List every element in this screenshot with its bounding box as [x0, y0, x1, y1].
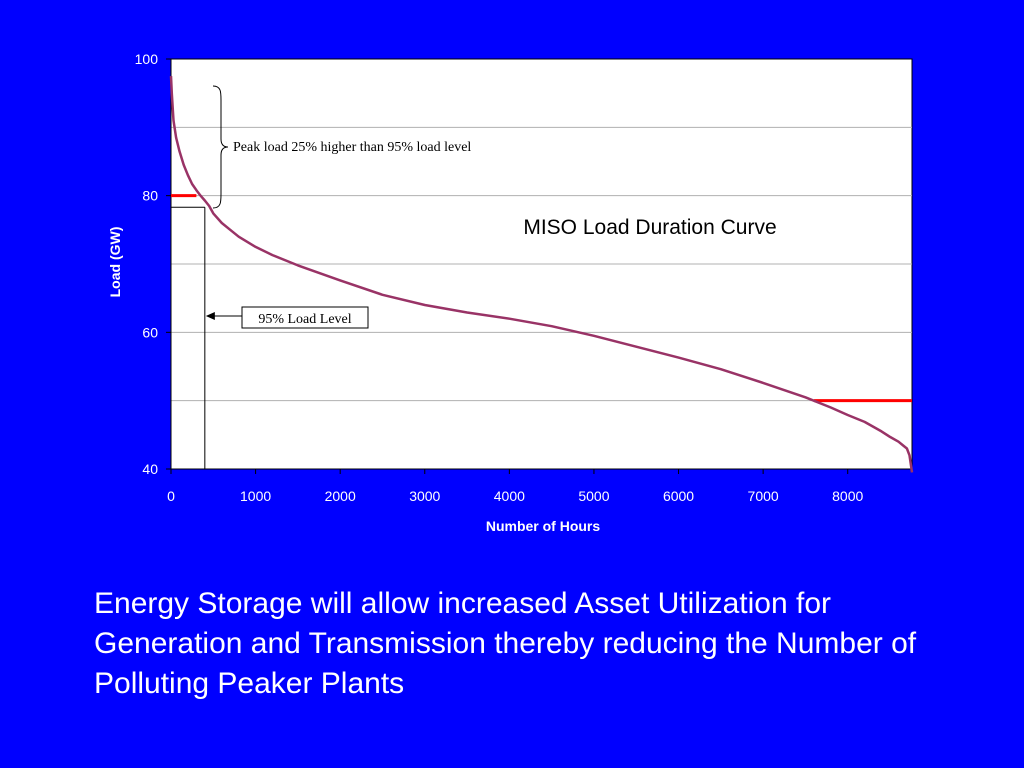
level-95-label: 95% Load Level: [258, 312, 351, 327]
x-tick-label: 0: [167, 488, 175, 504]
level-95-label-box: [241, 306, 369, 329]
peak-annotation: Peak load 25% higher than 95% load level: [233, 140, 471, 155]
annotations: 95% Load Level Peak load 25% higher than …: [171, 85, 471, 469]
y-axis-label: Load (GW): [107, 227, 123, 298]
load-duration-curve: [169, 76, 914, 473]
load-duration-chart: 0 1000 2000 3000 4000 5000 6000 7000 8000 40 60 80 1…: [107, 51, 914, 534]
slide-caption: Energy Storage will allow increased Asse…: [94, 587, 917, 700]
peak-brace: [212, 85, 229, 209]
x-tick-label: 3000: [409, 488, 440, 504]
axes: 0 1000 2000 3000 4000 5000 6000 7000 8000 40 60 80 1…: [135, 51, 912, 504]
x-tick-label: 2000: [325, 488, 356, 504]
x-tick-label: 5000: [578, 488, 609, 504]
x-tick-label: 6000: [663, 488, 694, 504]
level-95-arrowhead: [205, 312, 215, 320]
chart-title: MISO Load Duration Curve: [523, 216, 776, 239]
reference-lines: [171, 194, 912, 403]
x-tick-label: 7000: [748, 488, 779, 504]
y-tick-label: 40: [142, 461, 158, 477]
x-axis-label: Number of Hours: [486, 518, 601, 534]
series-layer: [169, 76, 914, 473]
x-tick-label: 1000: [240, 488, 271, 504]
x-tick-label: 4000: [494, 488, 525, 504]
y-tick-label: 80: [142, 188, 158, 204]
y-tick-label: 60: [142, 324, 158, 340]
x-tick-label: 8000: [832, 488, 863, 504]
y-tick-label: 100: [135, 51, 159, 67]
